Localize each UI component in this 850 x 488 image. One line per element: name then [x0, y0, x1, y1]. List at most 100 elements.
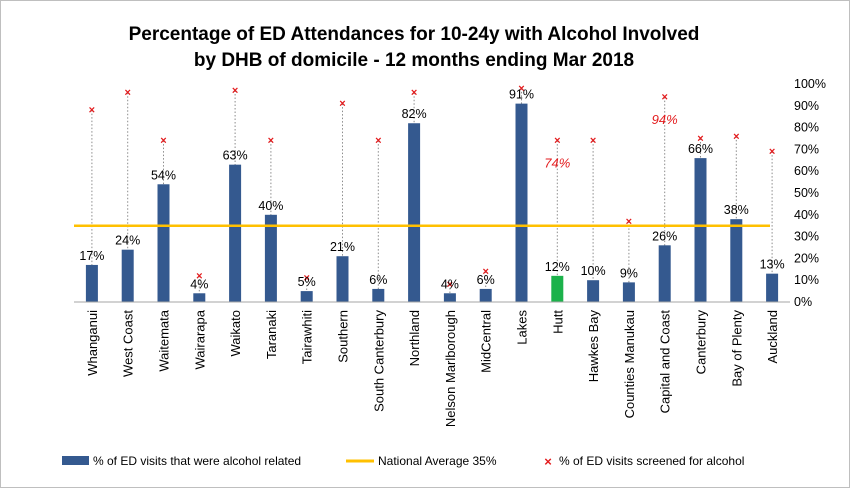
bar	[336, 256, 349, 302]
bar-data-label: 63%	[223, 149, 248, 163]
bar	[551, 275, 564, 302]
category-tick-label: Wairarapa	[192, 309, 207, 369]
screened-marker: ×	[590, 135, 596, 147]
legend-label-national-average: National Average 35%	[378, 454, 497, 468]
y-tick-label: 100%	[794, 77, 826, 91]
screened-marker: ×	[626, 216, 632, 228]
bar	[730, 219, 743, 302]
y-tick-label: 70%	[794, 142, 819, 156]
category-tick-label: South Canterbury	[371, 310, 386, 412]
bar-data-label: 24%	[115, 234, 140, 248]
screened-marker: ×	[160, 135, 166, 147]
screened-marker: ×	[268, 135, 274, 147]
category-tick-label: Taranaki	[264, 310, 279, 359]
screened-marker: ×	[232, 85, 238, 97]
bar	[121, 249, 134, 302]
legend: % of ED visits that were alcohol related…	[62, 454, 744, 469]
bar	[658, 245, 671, 302]
category-tick-label: Hawkes Bay	[586, 310, 601, 383]
bar-data-label: 21%	[330, 240, 355, 254]
y-tick-label: 80%	[794, 121, 819, 135]
category-tick-label: Tairawhiti	[300, 310, 315, 364]
screened-marker: ×	[375, 135, 381, 147]
bar-data-label: 6%	[477, 273, 495, 287]
bar-data-label: 54%	[151, 168, 176, 182]
category-tick-label: Waitemata	[157, 309, 172, 371]
legend-marker-screened: ×	[544, 454, 552, 469]
bar	[408, 123, 421, 303]
y-tick-label: 10%	[794, 273, 819, 287]
y-tick-label: 0%	[794, 295, 812, 309]
category-tick-label: West Coast	[121, 310, 136, 377]
bar-data-label: 4%	[441, 277, 459, 291]
plot-area: × × × × × × × × × × × × × × × × × × × × 74% 94% 17% 24% 54% 4% 63%…	[74, 77, 826, 427]
bar	[300, 291, 313, 302]
category-tick-label: Whanganui	[85, 310, 100, 376]
category-tick-label: MidCentral	[479, 310, 494, 373]
bar-data-label: 5%	[298, 275, 316, 289]
screened-marker: ×	[697, 133, 703, 145]
bar	[515, 103, 528, 303]
bar	[479, 288, 492, 302]
bar	[443, 293, 456, 302]
category-tick-label: Capital and Coast	[658, 310, 673, 414]
y-tick-label: 60%	[794, 164, 819, 178]
y-tick-label: 90%	[794, 99, 819, 113]
bar	[157, 184, 170, 302]
legend-label-alcohol-related: % of ED visits that were alcohol related	[93, 454, 301, 468]
category-tick-label: Northland	[407, 310, 422, 366]
screened-marker: ×	[518, 83, 524, 95]
y-tick-label: 40%	[794, 208, 819, 222]
chart-title-line-2: by DHB of domicile - 12 months ending Ma…	[194, 50, 634, 71]
bar-data-label: 17%	[79, 249, 104, 263]
bar	[372, 288, 385, 302]
category-tick-label: Bay of Plenty	[729, 310, 744, 387]
screened-marker: ×	[554, 135, 560, 147]
screened-marker: ×	[733, 131, 739, 143]
bar-data-label: 66%	[688, 142, 713, 156]
bar	[622, 282, 635, 302]
legend-label-screened: % of ED visits screened for alcohol	[559, 454, 744, 468]
screened-marker: ×	[411, 87, 417, 99]
category-tick-label: Counties Manukau	[622, 310, 637, 418]
y-tick-label: 20%	[794, 251, 819, 265]
bar-data-label: 10%	[581, 264, 606, 278]
bar	[694, 158, 707, 302]
bar-data-label: 13%	[760, 258, 785, 272]
bar-data-label: 38%	[724, 203, 749, 217]
category-tick-label: Southern	[336, 310, 351, 363]
bar	[85, 264, 98, 302]
category-tick-label: Waikato	[228, 310, 243, 356]
bar-data-label: 91%	[509, 88, 534, 102]
bar	[766, 273, 779, 302]
bar-data-label: 12%	[545, 260, 570, 274]
screened-annotation: 74%	[544, 156, 570, 171]
screened-marker: ×	[196, 270, 202, 282]
bar-data-label: 6%	[369, 273, 387, 287]
screened-marker: ×	[89, 105, 95, 117]
screened-marker: ×	[769, 146, 775, 158]
bar-data-label: 82%	[402, 107, 427, 121]
bar-data-label: 9%	[620, 266, 638, 280]
legend-swatch-alcohol-related	[62, 456, 89, 465]
screened-annotation: 94%	[652, 112, 678, 127]
bar	[587, 280, 600, 302]
screened-marker: ×	[339, 98, 345, 110]
bar	[264, 214, 277, 302]
screened-marker: ×	[482, 266, 488, 278]
chart-title-line-1: Percentage of ED Attendances for 10-24y …	[129, 24, 700, 45]
bar-data-label: 40%	[258, 199, 283, 213]
screened-marker: ×	[447, 279, 453, 291]
screened-marker: ×	[661, 92, 667, 104]
bar	[229, 164, 242, 302]
y-tick-label: 50%	[794, 186, 819, 200]
category-tick-label: Nelson Marlborough	[443, 310, 458, 427]
category-tick-label: Lakes	[515, 310, 530, 345]
bar-data-label: 26%	[652, 229, 677, 243]
category-tick-label: Hutt	[550, 310, 565, 334]
screened-marker: ×	[303, 273, 309, 285]
bar	[193, 293, 206, 302]
bar-data-label: 4%	[190, 277, 208, 291]
category-tick-label: Auckland	[765, 310, 780, 363]
